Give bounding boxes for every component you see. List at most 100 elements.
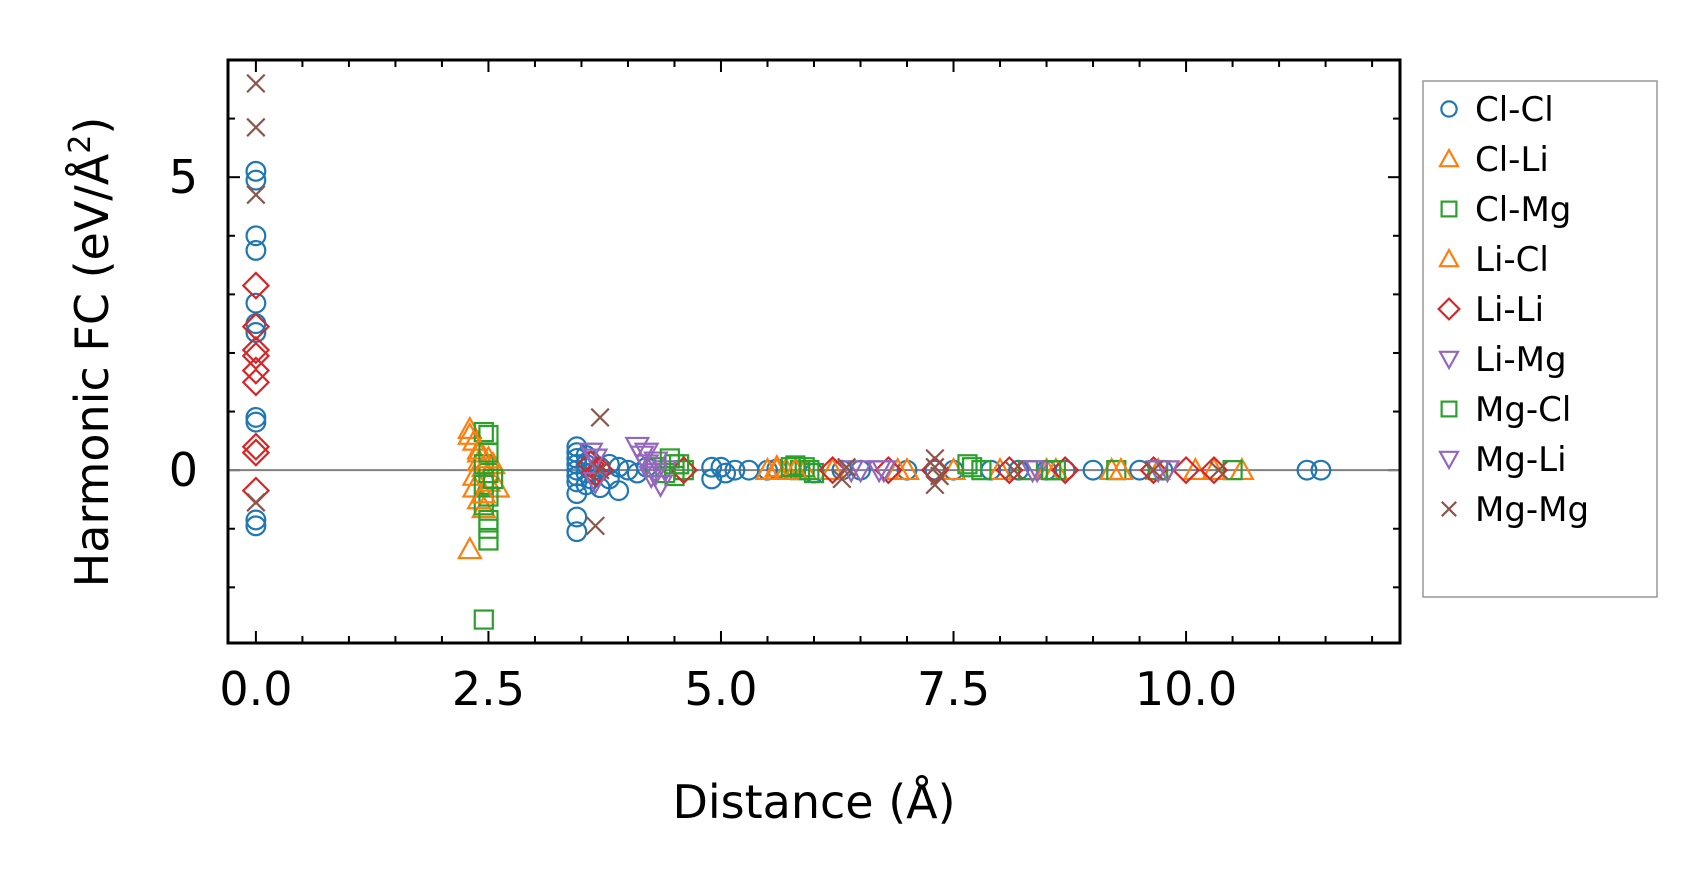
legend-label: Mg-Cl [1475, 390, 1571, 430]
data-point-mg-cl [799, 460, 820, 481]
data-point-cl-mg [957, 454, 978, 475]
data-point-cl-cl [1310, 459, 1332, 481]
data-point-mg-cl [478, 442, 499, 463]
data-point-mg-li [1019, 460, 1046, 484]
data-point-li-mg [577, 442, 604, 466]
legend-item: Li-Mg [1438, 340, 1567, 380]
data-point-li-li [241, 368, 271, 397]
data-point-li-mg [582, 471, 609, 496]
data-point-mg-cl [1041, 460, 1062, 481]
data-point-li-li [874, 455, 903, 485]
data-point-mg-mg [246, 117, 266, 137]
legend-label: Li-Cl [1475, 240, 1549, 280]
legend-item: Cl-Mg [1440, 190, 1571, 230]
y-tick-label: 0 [169, 443, 198, 497]
data-point-mg-li [870, 460, 897, 484]
data-point-mg-mg [929, 466, 950, 486]
legend-label: Cl-Mg [1475, 190, 1571, 230]
data-point-li-cl [1108, 456, 1134, 481]
data-point-cl-li [456, 535, 483, 560]
data-point-cl-cl [724, 459, 746, 481]
data-point-li-li [1139, 455, 1168, 485]
legend-item: Cl-Li [1438, 140, 1549, 180]
legend-label: Cl-Li [1475, 140, 1549, 180]
data-point-mg-mg [925, 457, 945, 477]
legend-label: Mg-Mg [1475, 490, 1589, 530]
data-point-mg-cl [482, 468, 504, 490]
data-point-mg-mg [925, 448, 945, 469]
data-point-cl-mg [1222, 460, 1243, 481]
legend-marker-cl-li [1438, 147, 1460, 168]
data-point-li-cl [884, 456, 911, 481]
data-point-li-li [241, 271, 271, 300]
legend-item: Mg-Cl [1440, 390, 1571, 430]
data-point-mg-mg [925, 475, 945, 495]
data-point-cl-cl [245, 160, 267, 182]
data-point-cl-cl [701, 456, 723, 478]
data-point-mg-li [633, 442, 660, 466]
data-point-cl-li [987, 456, 1013, 481]
data-point-li-mg [638, 466, 665, 490]
data-points [241, 73, 1332, 630]
plot-frame [226, 58, 1402, 645]
data-point-mg-cl [962, 457, 983, 478]
legend-marker-li-mg [1438, 350, 1460, 371]
data-point-cl-mg [478, 530, 499, 551]
legend-item: Mg-Li [1438, 440, 1567, 480]
x-tick-labels: 0.0 2.5 5.0 7.5 10.0 [219, 662, 1237, 716]
data-point-cl-mg [478, 518, 499, 539]
data-point-mg-mg [590, 407, 610, 427]
data-point-li-cl [475, 445, 502, 469]
data-point-li-li [1171, 455, 1201, 485]
data-point-cl-cl [245, 239, 267, 261]
data-point-li-mg [582, 448, 609, 472]
data-point-mg-mg [836, 457, 857, 477]
x-tick-label: 5.0 [684, 662, 757, 716]
x-tick-label: 10.0 [1135, 662, 1237, 716]
legend-marker-mg-mg [1441, 501, 1457, 517]
data-point-cl-mg [473, 495, 494, 516]
data-point-cl-cl [245, 406, 267, 428]
data-point-mg-li [643, 463, 669, 487]
data-point-li-cl [456, 421, 483, 445]
data-point-mg-mg [1004, 460, 1024, 480]
legend-marker-li-li [1437, 297, 1461, 321]
data-point-mg-cl [669, 454, 690, 475]
data-point-mg-mg [246, 73, 266, 94]
data-point-mg-mg [246, 492, 266, 512]
data-point-cl-cl [566, 521, 588, 543]
legend-label: Li-Li [1475, 290, 1544, 330]
data-point-cl-cl [245, 515, 267, 537]
y-axis-title: Harmonic FC (eV/Å2) [63, 117, 119, 588]
y-axis-title-close: ) [65, 117, 119, 135]
legend-marker-li-cl [1438, 247, 1460, 268]
legend-item: Li-Cl [1438, 240, 1549, 280]
legend-item: Mg-Mg [1441, 490, 1589, 530]
data-point-mg-mg [590, 460, 610, 480]
data-point-cl-cl [715, 462, 737, 484]
y-tick-labels: 05 [169, 150, 198, 497]
x-tick-label: 7.5 [917, 662, 990, 716]
data-point-cl-cl [566, 506, 588, 528]
legend-marker-mg-li [1438, 450, 1460, 471]
data-point-mg-mg [246, 185, 266, 205]
legend-frame [1422, 80, 1658, 598]
data-point-mg-mg [1209, 460, 1229, 480]
data-point-mg-li [847, 460, 874, 484]
data-point-mg-mg [585, 516, 605, 536]
legend-item: Li-Li [1437, 290, 1544, 330]
legend: Cl-Cl Cl-Li Cl-Mg Li-Cl Li-Li Li-Mg Mg-Cl Mg-Li… [1422, 80, 1658, 598]
data-point-cl-mg [478, 462, 499, 484]
data-point-cl-cl [245, 509, 267, 531]
data-point-cl-cl [608, 480, 630, 502]
legend-label: Li-Mg [1475, 340, 1567, 380]
legend-label: Cl-Cl [1475, 90, 1554, 130]
x-axis-title: Distance (Å) [672, 775, 955, 829]
data-point-li-li [241, 312, 271, 341]
data-point-li-li [818, 455, 847, 485]
legend-marker-cl-cl [1440, 100, 1458, 118]
data-point-cl-cl [1296, 459, 1318, 481]
data-point-mg-mg [832, 469, 852, 489]
